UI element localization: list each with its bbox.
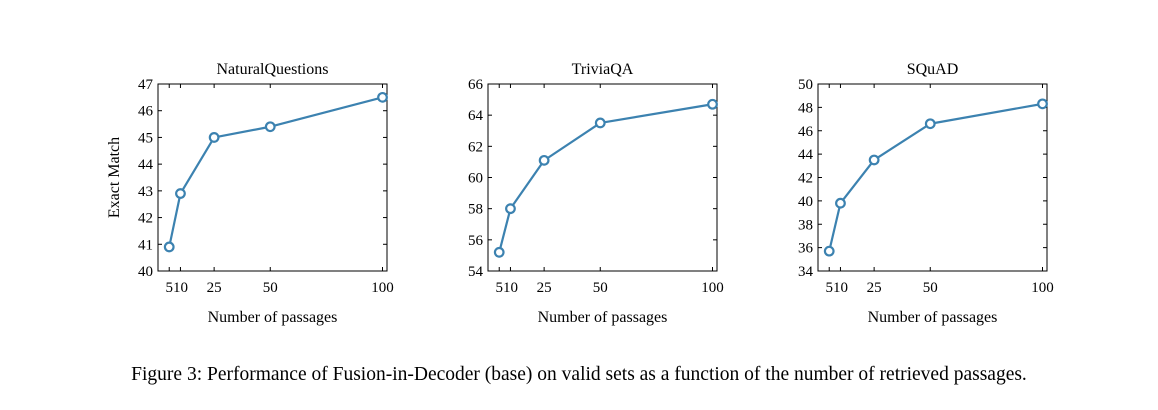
chart-title: TriviaQA: [572, 61, 634, 78]
data-point: [823, 245, 835, 257]
y-tick-label: 44: [798, 147, 814, 163]
y-tick-label: 60: [468, 171, 483, 187]
figure-caption: Figure 3: Performance of Fusion-in-Decod…: [131, 364, 1027, 385]
x-tick-label: 100: [371, 280, 394, 296]
y-tick-label: 41: [138, 237, 153, 253]
chart-panel-3: SQuAD 34 36 38 40 42 44 46 48 50 5 10 25 50 100 Number …: [798, 61, 1054, 326]
y-tick-label: 64: [468, 108, 484, 124]
x-tick-label: 5: [495, 280, 503, 296]
x-axis-label: Number of passages: [208, 309, 338, 326]
y-tick-label: 44: [138, 157, 154, 173]
data-point: [835, 197, 846, 209]
y-tick-label: 46: [798, 124, 814, 140]
y-tick-label: 40: [798, 194, 813, 210]
y-axis-label: Exact Match: [106, 137, 123, 218]
x-tick-label: 100: [701, 280, 724, 296]
series-line: [498, 103, 713, 253]
y-tick-label: 56: [468, 233, 484, 249]
plot-frame: [817, 83, 1048, 272]
y-tick-label: 54: [468, 264, 484, 280]
x-axis-label: Number of passages: [538, 309, 668, 326]
x-tick-label: 10: [833, 280, 848, 296]
chart-panel-1: NaturalQuestions 40 41 42 43 44 45 46 47 5 10 25 50 1…: [106, 61, 394, 326]
y-tick-label: 36: [798, 241, 814, 257]
x-tick-label: 25: [867, 280, 882, 296]
y-tick-label: 38: [798, 217, 813, 233]
data-point: [163, 241, 175, 253]
y-tick-label: 42: [798, 171, 813, 187]
y-tick-label: 48: [798, 100, 813, 116]
data-point: [594, 117, 606, 129]
data-point: [208, 132, 220, 143]
data-point: [175, 188, 186, 199]
x-tick-label: 5: [165, 280, 173, 296]
x-tick-label: 50: [593, 280, 608, 296]
x-tick-label: 10: [173, 280, 188, 296]
x-tick-label: 25: [537, 280, 552, 296]
x-tick-label: 25: [207, 280, 222, 296]
y-tick-label: 42: [138, 211, 153, 227]
x-tick-label: 5: [825, 280, 833, 296]
x-tick-label: 50: [923, 280, 938, 296]
y-tick-label: 45: [138, 130, 153, 146]
chart-panel-2: TriviaQA 54 56 58 60 62 64 66 5 10 25 50 100 Number o…: [468, 61, 724, 326]
chart-title: NaturalQuestions: [217, 61, 329, 78]
y-tick-label: 62: [468, 139, 483, 155]
data-point: [505, 203, 516, 215]
data-point: [538, 154, 550, 166]
x-tick-label: 50: [263, 280, 278, 296]
data-point: [1037, 98, 1048, 110]
y-tick-label: 47: [138, 77, 154, 93]
plot-frame: [157, 83, 388, 272]
x-tick-label: 100: [1031, 280, 1054, 296]
series-line: [828, 102, 1043, 252]
data-point: [868, 154, 880, 166]
data-point: [493, 246, 505, 258]
x-axis-label: Number of passages: [868, 309, 998, 326]
data-point: [377, 91, 388, 103]
y-tick-label: 40: [138, 264, 153, 280]
y-tick-label: 66: [468, 77, 484, 93]
data-point: [707, 98, 718, 110]
chart-title: SQuAD: [907, 61, 959, 78]
series-line: [168, 96, 383, 248]
y-tick-label: 46: [138, 104, 154, 120]
data-point: [264, 121, 276, 133]
y-tick-label: 58: [468, 202, 483, 218]
x-tick-label: 10: [503, 280, 518, 296]
y-tick-label: 34: [798, 264, 814, 280]
data-point: [924, 118, 936, 130]
plot-frame: [487, 83, 718, 272]
y-tick-label: 50: [798, 77, 813, 93]
y-tick-label: 43: [138, 184, 153, 200]
